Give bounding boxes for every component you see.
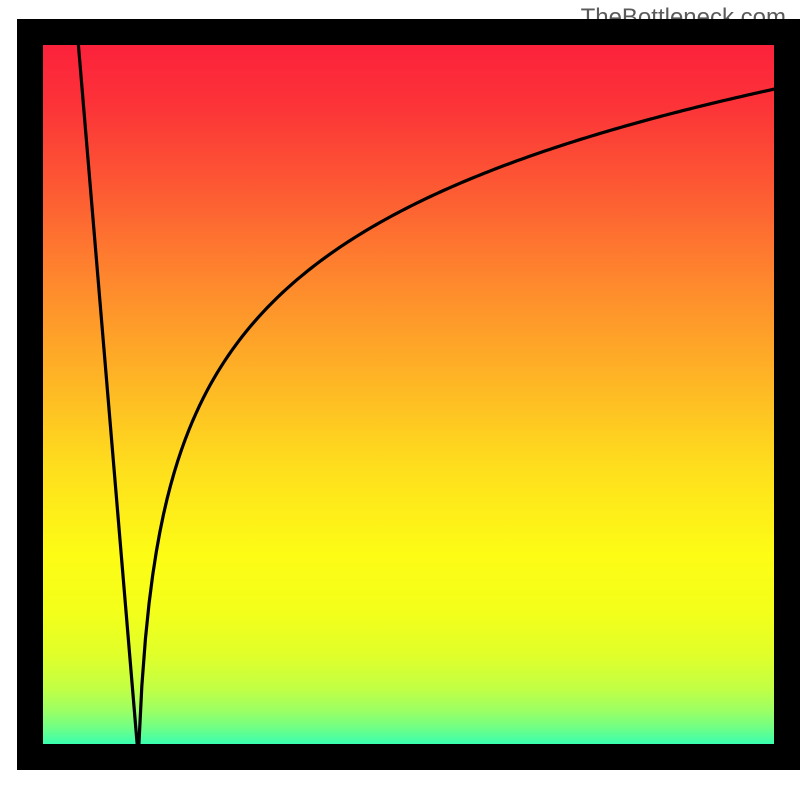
bottleneck-chart	[0, 0, 800, 800]
chart-container: { "watermark": { "text": "TheBottleneck.…	[0, 0, 800, 800]
